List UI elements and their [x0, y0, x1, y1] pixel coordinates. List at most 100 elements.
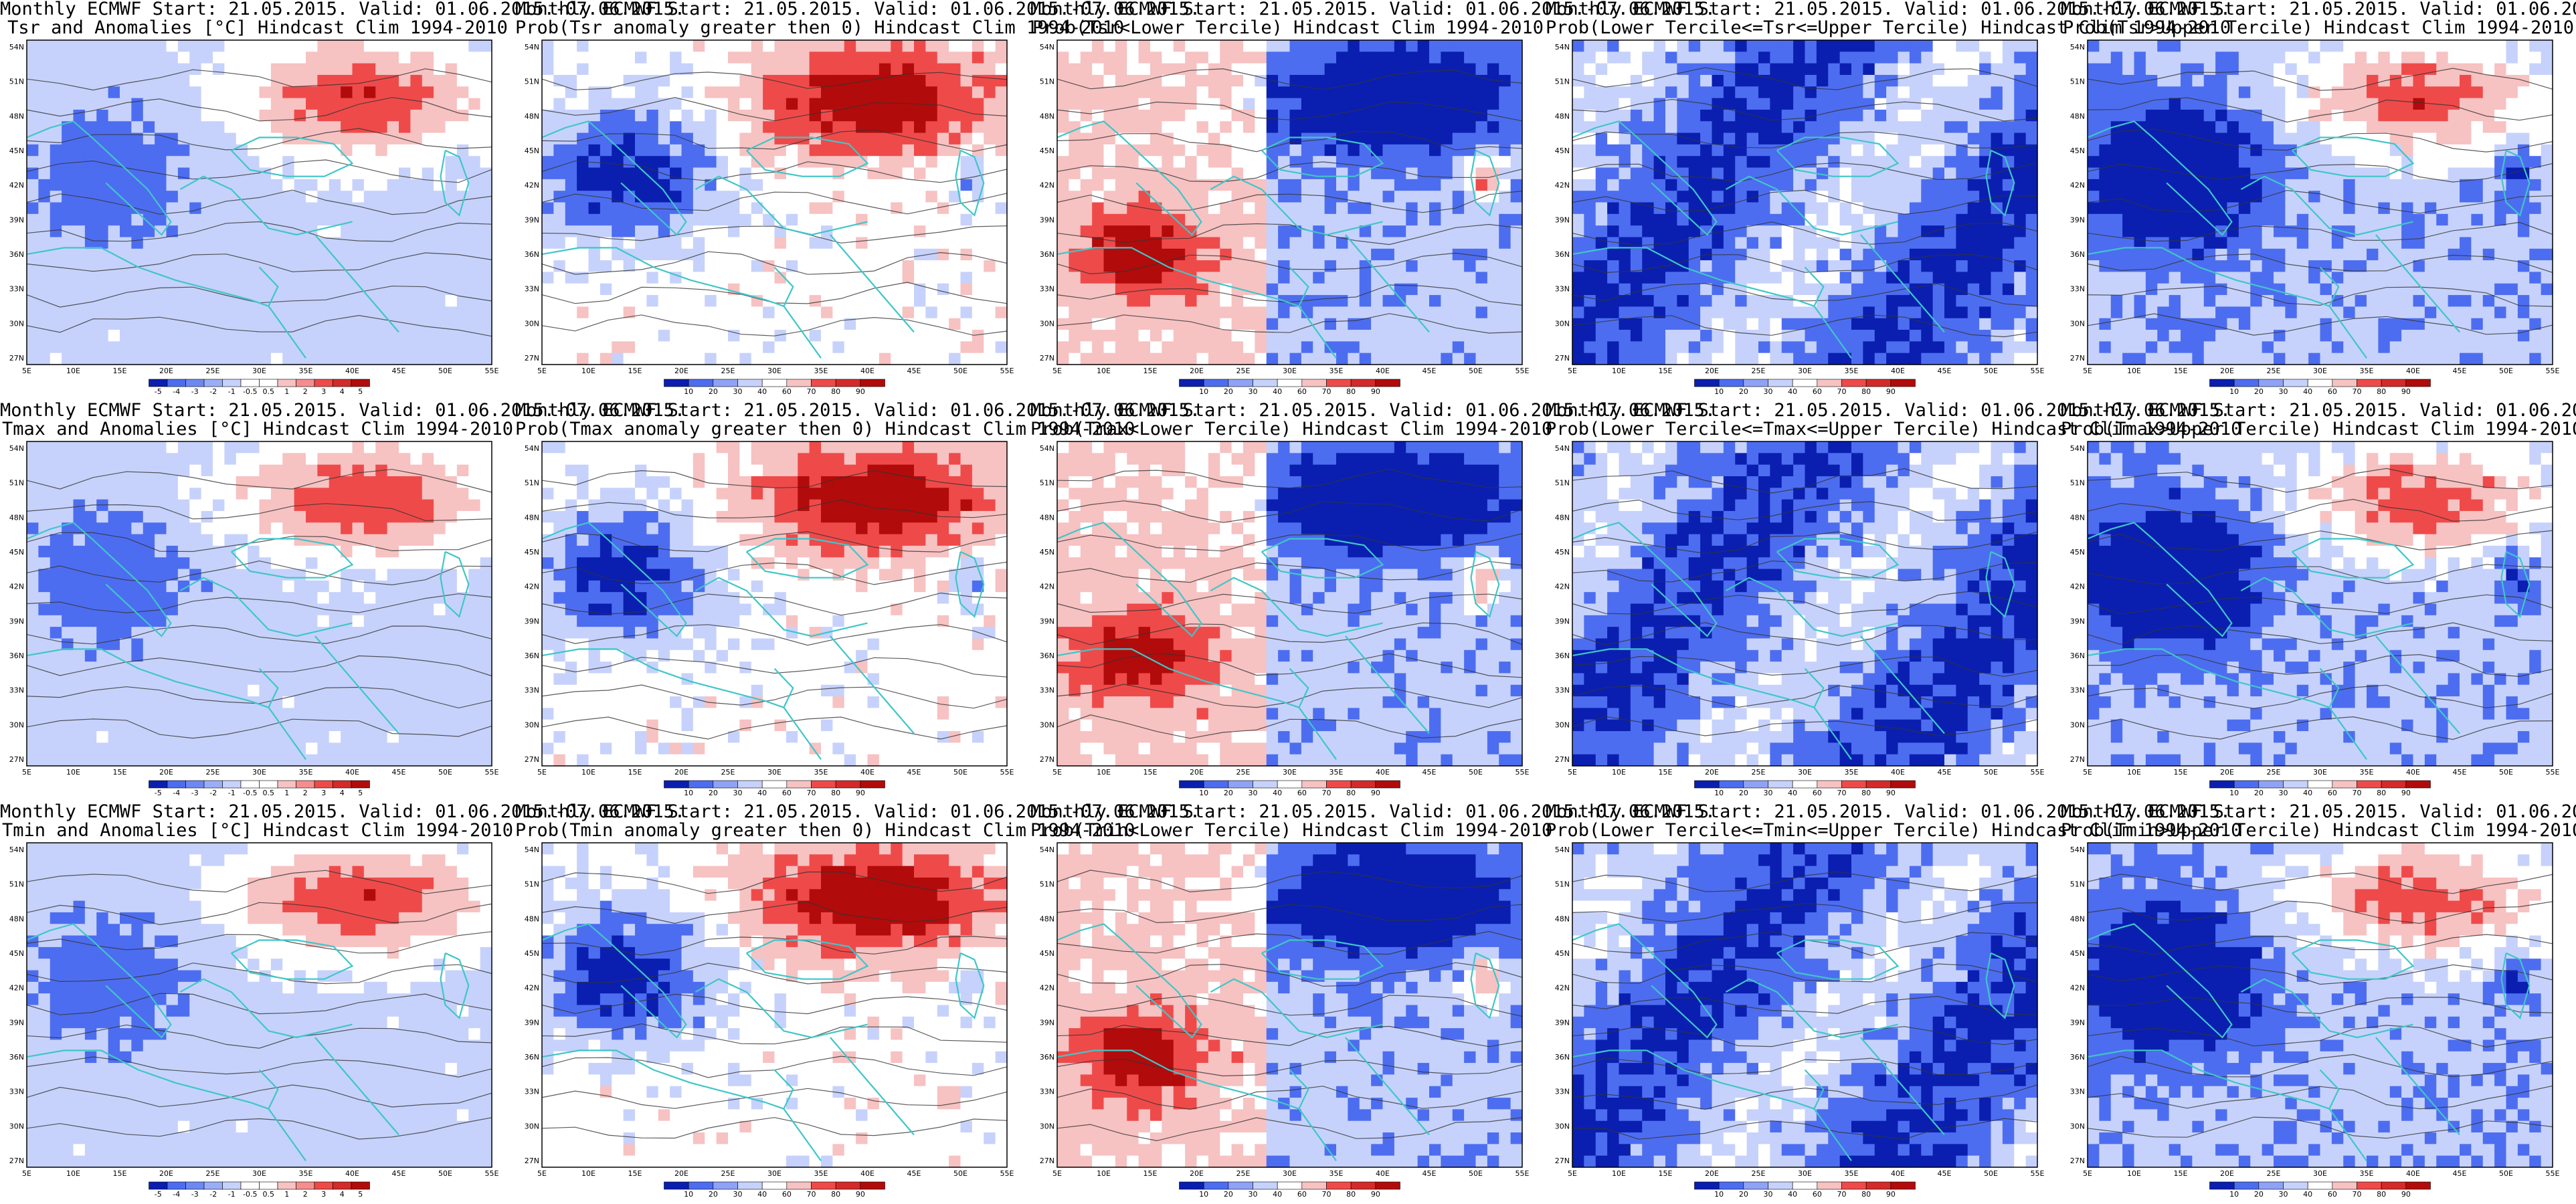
lon-tick-label: 40E [1376, 367, 1390, 375]
lon-tick-label: 10E [581, 367, 595, 375]
lat-tick-label: 36N [9, 1053, 24, 1062]
lon-tick-label: 40E [2406, 768, 2420, 777]
lon-tick-label: 45E [2453, 367, 2467, 375]
lon-tick-label: 10E [1097, 768, 1111, 777]
colorbar-label: 80 [2377, 387, 2386, 396]
colorbar: 10 20 30 40 60 70 80 90 [1179, 379, 1400, 396]
colorbar-label: 40 [2303, 1190, 2312, 1199]
lat-tick-label: 36N [2070, 250, 2085, 259]
lon-tick-label: 45E [907, 768, 921, 777]
colorbar-label: 80 [1861, 1190, 1871, 1199]
lon-tick-label: 40E [1376, 1169, 1390, 1178]
lon-tick-label: 15E [1659, 768, 1673, 777]
coastlines [26, 923, 470, 1161]
colorbar-label: 30 [1249, 789, 1258, 797]
lat-tick-label: 30N [1555, 1122, 1570, 1130]
lat-tick-label: 42N [2070, 583, 2085, 591]
lon-tick-label: 35E [1329, 768, 1344, 777]
colorbar-label: 40 [1788, 387, 1797, 396]
lat-tick-label: 30N [1040, 1122, 1054, 1130]
shaded-field [27, 441, 492, 767]
lat-tick-label: 51N [525, 78, 539, 86]
lon-tick-label: 15E [2174, 367, 2188, 375]
lon-tick-label: 10E [2127, 1169, 2141, 1178]
map-frame [541, 842, 1008, 1168]
panel-header-line: Monthly ECMWF Start: 21.05.2015. Valid: … [2061, 400, 2576, 421]
colorbar-label: 60 [2328, 1190, 2337, 1199]
colorbar-label: 4 [340, 1190, 345, 1199]
lat-tick-label: 36N [1555, 1053, 1570, 1062]
colorbar-label: 40 [1273, 387, 1282, 396]
lon-tick-label: 55E [1000, 1169, 1014, 1178]
map-canvas: 5E 10E 15E 20E 25E 30E 35E 40E 45E 50E 55E 54N 51N 48… [1555, 441, 2045, 797]
lon-tick-label: 25E [2267, 1169, 2281, 1178]
colorbar-label: 60 [2328, 387, 2337, 396]
isotherm-contours [1572, 67, 2038, 338]
colorbar-label: 90 [2401, 387, 2411, 396]
lat-tick-label: 48N [2070, 914, 2085, 923]
shaded-field [2088, 843, 2553, 1168]
lat-tick-label: 48N [1555, 914, 1570, 923]
lon-tick-label: 35E [1329, 367, 1344, 375]
lon-tick-label: 15E [1659, 367, 1673, 375]
lon-tick-label: 40E [1376, 768, 1390, 777]
lon-tick-label: 35E [299, 1169, 313, 1178]
panel-title: Prob(Tsr anomaly greater then 0) Hindcas… [515, 17, 1125, 38]
map-svg-wrap: 5E 10E 15E 20E 25E 30E 35E 40E 45E 50E 55E 54N 51N 48… [1546, 803, 2061, 1204]
shaded-field [542, 40, 1008, 365]
lon-tick-label: 30E [767, 1169, 781, 1178]
colorbar-label: 20 [1739, 1190, 1748, 1199]
lon-tick-label: 20E [1705, 367, 1719, 375]
lat-tick-label: 45N [1040, 949, 1054, 958]
colorbar-label: 20 [2254, 1190, 2264, 1199]
isotherm-contours [2087, 468, 2553, 740]
lon-tick-label: 15E [113, 768, 127, 777]
lon-tick-label: 55E [2031, 367, 2045, 375]
lon-tick-label: 5E [1568, 367, 1577, 375]
panel-header-line: Monthly ECMWF Start: 21.05.2015. Valid: … [2061, 0, 2576, 19]
colorbar-label: 30 [1249, 387, 1258, 396]
lat-tick-label: 36N [525, 1053, 539, 1062]
colorbar-label: 10 [2229, 1190, 2239, 1199]
lon-tick-label: 50E [953, 1169, 968, 1178]
map-canvas: 5E 10E 15E 20E 25E 30E 35E 40E 45E 50E 55E 54N 51N 48… [1040, 39, 1530, 396]
map-canvas: 5E 10E 15E 20E 25E 30E 35E 40E 45E 50E 55E 54N 51N 48… [525, 39, 1014, 396]
lat-tick-label: 36N [2070, 651, 2085, 660]
lat-tick-label: 54N [1555, 43, 1570, 52]
lat-tick-label: 54N [525, 444, 539, 453]
coastlines [1572, 120, 2015, 359]
map-canvas: 5E 10E 15E 20E 25E 30E 35E 40E 45E 50E 55E 54N 51N 48… [1555, 842, 2045, 1199]
lon-tick-label: 25E [721, 1169, 735, 1178]
lon-tick-label: 50E [2499, 1169, 2513, 1178]
lon-tick-label: 40E [1891, 1169, 1905, 1178]
lon-tick-label: 20E [674, 367, 688, 375]
lon-tick-label: 35E [1845, 367, 1859, 375]
lon-tick-label: 15E [2174, 1169, 2188, 1178]
map-panel-tsr-prob-middle: Monthly ECMWF Start: 21.05.2015. Valid: … [1546, 0, 2231, 401]
lat-tick-label: 54N [1555, 845, 1570, 854]
lon-tick-label: 55E [485, 1169, 499, 1178]
lat-tick-label: 42N [1040, 984, 1054, 993]
colorbar-label: 20 [2254, 387, 2264, 396]
colorbar-label: 90 [1371, 789, 1380, 797]
map-svg-wrap: 5E 10E 15E 20E 25E 30E 35E 40E 45E 50E 55E 54N 51N 48… [1030, 0, 1546, 401]
shaded-field [27, 843, 492, 1168]
shaded-field [1572, 843, 2038, 1168]
lon-tick-label: 55E [2546, 1169, 2560, 1178]
colorbar: -5 -4 -3 -2 -1 -0.5 0.5 1 2 3 4 5 [149, 780, 370, 797]
lon-tick-label: 10E [2127, 367, 2141, 375]
isotherm-contours [541, 470, 1008, 740]
isotherm-contours [1572, 468, 2038, 736]
lat-tick-label: 27N [2070, 755, 2085, 764]
colorbar-label: 90 [1886, 387, 1896, 396]
lon-tick-label: 5E [22, 768, 31, 777]
lon-tick-label: 20E [674, 768, 688, 777]
lat-tick-label: 42N [9, 984, 24, 993]
lat-tick-label: 27N [9, 1157, 24, 1165]
colorbar: -5 -4 -3 -2 -1 -0.5 0.5 1 2 3 4 5 [149, 1181, 370, 1199]
coastlines [1056, 923, 1500, 1161]
lat-tick-label: 48N [525, 112, 539, 120]
lat-tick-label: 54N [9, 43, 24, 52]
map-svg-wrap: 5E 10E 15E 20E 25E 30E 35E 40E 45E 50E 55E 54N 51N 48… [1030, 401, 1546, 803]
colorbar: 10 20 30 40 60 70 80 90 [1694, 379, 1916, 396]
